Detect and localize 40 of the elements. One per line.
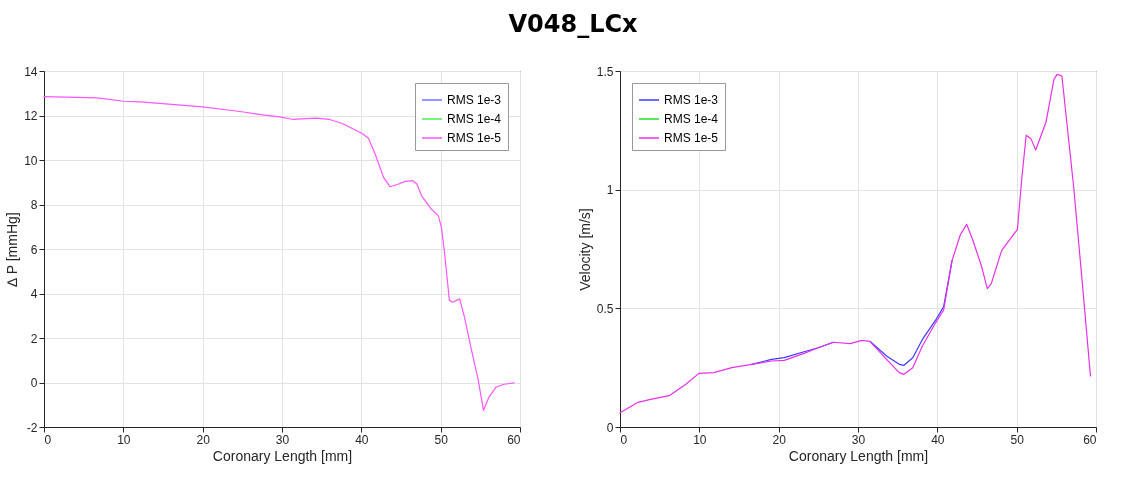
x-tick-label: 30 [851,432,866,447]
x-axis-title: Coronary Length [mm] [788,447,929,464]
y-axis-title: Velocity [m/s] [576,208,593,291]
x-tick-label: 50 [434,432,449,447]
y-tick-label: 0 [30,376,38,390]
y-tick-label: 10 [24,153,38,168]
y-tick-label: -2 [26,420,38,435]
x-tick-label: 10 [693,432,707,447]
x-tick-label: 10 [117,432,131,447]
legend-label: RMS 1e-3 [447,93,502,107]
y-tick-label: 6 [30,242,38,257]
x-tick-label: 40 [355,432,369,447]
legend-label: RMS 1e-3 [664,93,719,107]
legend-label: RMS 1e-5 [447,131,502,145]
x-axis-title: Coronary Length [mm] [212,447,353,464]
y-tick-label: 8 [30,198,38,212]
y-tick-label: 1 [606,183,614,198]
y-tick-label: 14 [24,64,38,79]
y-tick-label: 2 [30,331,38,346]
y-axis-title: ∆ P [mmHg] [4,212,21,287]
legend-label: RMS 1e-4 [447,112,502,126]
y-tick-label: 0.5 [596,301,614,316]
y-tick-label: 1.5 [596,64,614,79]
x-tick-label: 0 [620,432,628,447]
y-tick-label: 12 [24,109,38,123]
x-tick-label: 20 [196,432,211,447]
x-tick-label: 0 [44,432,52,447]
line-series [619,73,1092,414]
legend-label: RMS 1e-4 [664,112,719,126]
y-tick-label: 4 [30,287,38,301]
y-tick-label: 0 [606,420,614,435]
x-tick-label: 60 [507,432,521,447]
x-tick-label: 40 [931,432,945,447]
x-tick-label: 50 [1010,432,1025,447]
legend-label: RMS 1e-5 [664,131,719,145]
x-tick-label: 60 [1083,432,1097,447]
x-tick-label: 20 [772,432,787,447]
text: V048_LCx [507,9,639,40]
x-tick-label: 30 [275,432,290,447]
line-series [43,95,515,411]
